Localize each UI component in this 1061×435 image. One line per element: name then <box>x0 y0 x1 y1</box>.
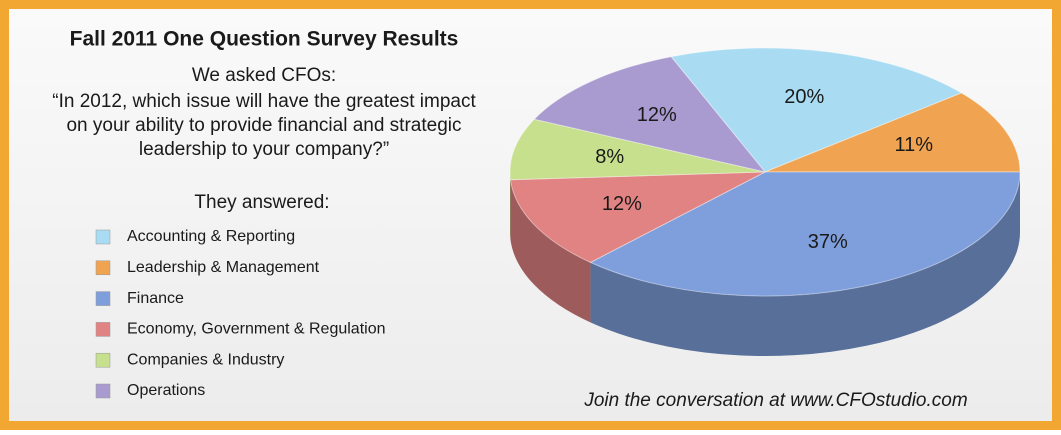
data-label: 12% <box>637 104 677 126</box>
subtitle-line: We asked CFOs: <box>192 65 336 86</box>
legend-label: Companies & Industry <box>127 351 284 368</box>
legend-swatch <box>95 322 111 337</box>
pie-slice <box>509 118 766 181</box>
data-label: 20% <box>784 86 824 108</box>
legend-swatch <box>95 352 111 368</box>
legend-swatch <box>95 260 111 276</box>
legend-label: Economy, Government & Regulation <box>127 321 386 338</box>
legend-label: Leadership & Management <box>127 259 320 276</box>
legend-label: Accounting & Reporting <box>127 228 295 245</box>
pie-side-shade <box>590 172 1020 357</box>
data-label: 8% <box>595 146 624 168</box>
pie-side-shade <box>510 179 591 323</box>
legend-label: Operations <box>127 382 205 399</box>
subtitle-line: on your ability to provide financial and… <box>66 115 461 136</box>
subtitle-line: leadership to your company?” <box>139 139 389 160</box>
legend-swatch <box>95 383 111 399</box>
pie-side <box>510 179 591 323</box>
pie: 20% 11% 37% 12% 8% 12% <box>509 47 1021 357</box>
pie-slice <box>509 171 766 263</box>
pie-slice <box>533 56 767 173</box>
legend-title: They answered: <box>194 192 329 213</box>
data-label: 11% <box>894 134 933 156</box>
pie-slice <box>764 92 1021 173</box>
footer: Join the conversation at www.CFOstudio.c… <box>583 390 967 411</box>
data-label: 37% <box>808 231 848 253</box>
legend-label: Finance <box>127 290 184 307</box>
legend-swatch <box>95 229 111 245</box>
subtitle-line: “In 2012, which issue will have the grea… <box>52 91 476 112</box>
chart-title: Fall 2011 One Question Survey Results <box>70 28 459 51</box>
pie-slice <box>670 47 963 173</box>
pie-side-shade <box>510 172 511 240</box>
pie-slice <box>589 171 1021 297</box>
pie-side <box>590 172 1020 357</box>
pie-side <box>510 172 511 240</box>
data-label: 12% <box>602 193 642 215</box>
legend-swatch <box>95 291 111 306</box>
legend: Accounting & Reporting Leadership & Manag… <box>95 228 386 399</box>
